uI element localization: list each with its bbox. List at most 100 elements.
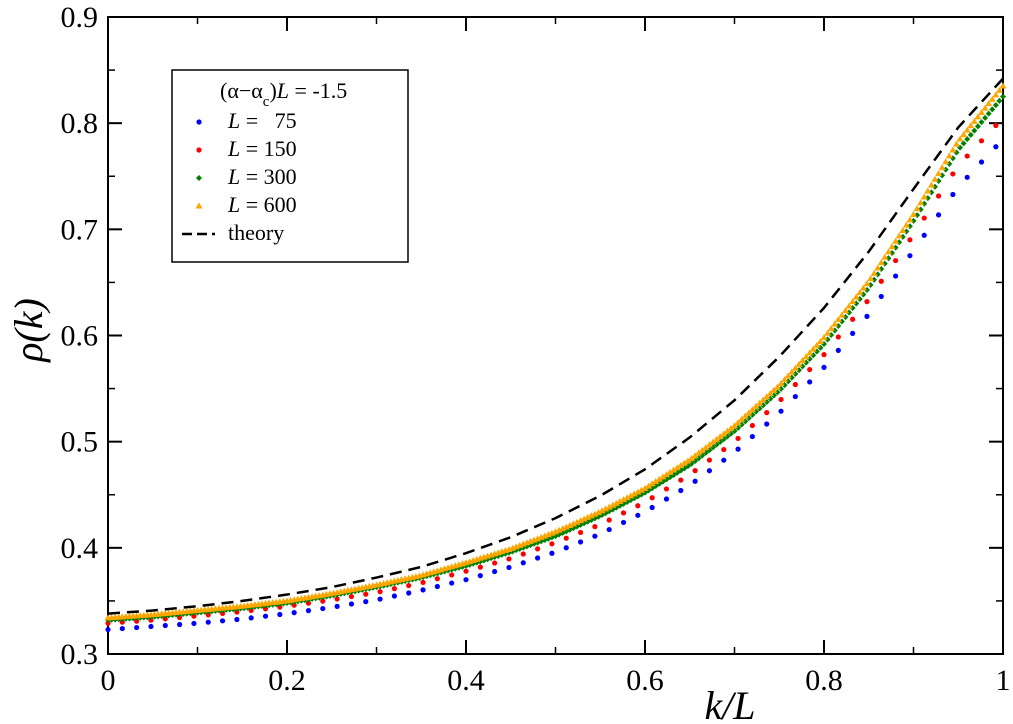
data-point <box>893 273 899 279</box>
legend: (α−αc)L = -1.5 L = 75 L = 150 L = 300 L = 6… <box>171 69 409 263</box>
data-point <box>745 409 753 416</box>
data-point <box>577 539 584 545</box>
data-point <box>921 215 927 221</box>
data-point <box>878 293 884 300</box>
data-point <box>148 623 154 630</box>
data-point <box>477 564 483 570</box>
data-point <box>859 284 867 291</box>
data-point <box>764 421 770 427</box>
data-point <box>938 164 946 171</box>
data-point <box>838 311 846 318</box>
data-point <box>348 601 355 607</box>
legend-label: L = 600 <box>227 192 297 217</box>
data-point <box>813 341 821 348</box>
data-point <box>234 616 240 623</box>
data-point <box>723 427 731 434</box>
data-point <box>434 576 440 582</box>
data-point <box>506 556 512 562</box>
data-point <box>888 243 896 250</box>
data-point <box>449 580 455 586</box>
x-tick-label: 0.8 <box>805 664 843 697</box>
data-point <box>573 518 581 525</box>
data-point <box>709 438 717 445</box>
data-point <box>652 478 660 485</box>
data-point <box>881 260 888 267</box>
data-point <box>874 271 881 278</box>
data-point <box>770 386 778 393</box>
data-point <box>620 519 627 526</box>
x-tick-label: 0.6 <box>626 664 664 697</box>
x-tick-label: 0.4 <box>447 664 485 697</box>
data-point <box>580 515 588 522</box>
data-point <box>695 449 703 456</box>
data-point <box>864 313 870 319</box>
legend-entry-2: L = 300 <box>196 164 297 189</box>
data-point <box>680 459 688 466</box>
data-point <box>1000 93 1006 100</box>
data-point <box>960 140 967 147</box>
data-point <box>391 586 397 592</box>
data-point <box>535 546 541 552</box>
data-point <box>910 210 917 217</box>
data-point <box>720 430 728 437</box>
data-point <box>935 169 943 176</box>
data-point <box>852 293 860 300</box>
data-point <box>988 95 996 102</box>
data-point <box>334 596 340 602</box>
data-point <box>913 205 921 212</box>
data-point <box>827 325 835 332</box>
data-point <box>655 475 663 482</box>
data-point <box>792 393 798 400</box>
ticks-layer: 0 0.2 0.4 0.6 0.8 1 0.3 0.4 0.5 0.6 0.7 0.8 0.9 <box>61 1 1011 697</box>
data-point <box>974 113 982 120</box>
data-point <box>906 223 913 230</box>
data-point <box>993 122 999 129</box>
x-axis-label: k/L <box>704 683 755 724</box>
data-point <box>391 593 397 599</box>
data-point <box>616 497 624 504</box>
theory-line <box>107 77 1004 615</box>
data-point <box>778 408 784 414</box>
data-point <box>820 334 828 341</box>
data-point <box>420 587 426 593</box>
data-point <box>191 620 197 627</box>
data-point <box>924 187 932 194</box>
data-point <box>867 282 874 289</box>
data-point <box>134 624 140 631</box>
data-point <box>406 582 412 589</box>
data-point <box>262 606 269 612</box>
data-point <box>277 611 283 618</box>
data-point <box>348 593 355 600</box>
data-point <box>334 603 340 609</box>
legend-header: (α−αc)L = -1.5 <box>220 78 347 110</box>
data-point <box>802 353 810 360</box>
data-point <box>970 117 978 124</box>
data-point <box>320 598 326 604</box>
data-point <box>705 441 713 448</box>
data-point <box>856 289 864 296</box>
data-point <box>520 551 526 557</box>
data-point <box>989 106 996 113</box>
data-point <box>788 368 796 375</box>
data-point <box>666 468 674 475</box>
data-point <box>205 612 211 618</box>
data-point <box>562 523 570 530</box>
data-point <box>821 352 827 358</box>
data-point <box>606 526 612 533</box>
data-point <box>119 625 125 632</box>
legend-marker <box>196 147 202 153</box>
data-point <box>291 610 297 616</box>
data-point <box>630 490 638 497</box>
data-point <box>964 174 970 180</box>
data-point <box>677 461 685 468</box>
data-point <box>735 435 741 442</box>
series-0 <box>105 144 999 633</box>
data-point <box>963 126 971 133</box>
data-point <box>563 545 569 551</box>
data-point <box>806 349 814 356</box>
data-point <box>992 91 1000 98</box>
data-point <box>950 171 956 177</box>
data-point <box>219 610 226 617</box>
data-point <box>670 466 678 473</box>
